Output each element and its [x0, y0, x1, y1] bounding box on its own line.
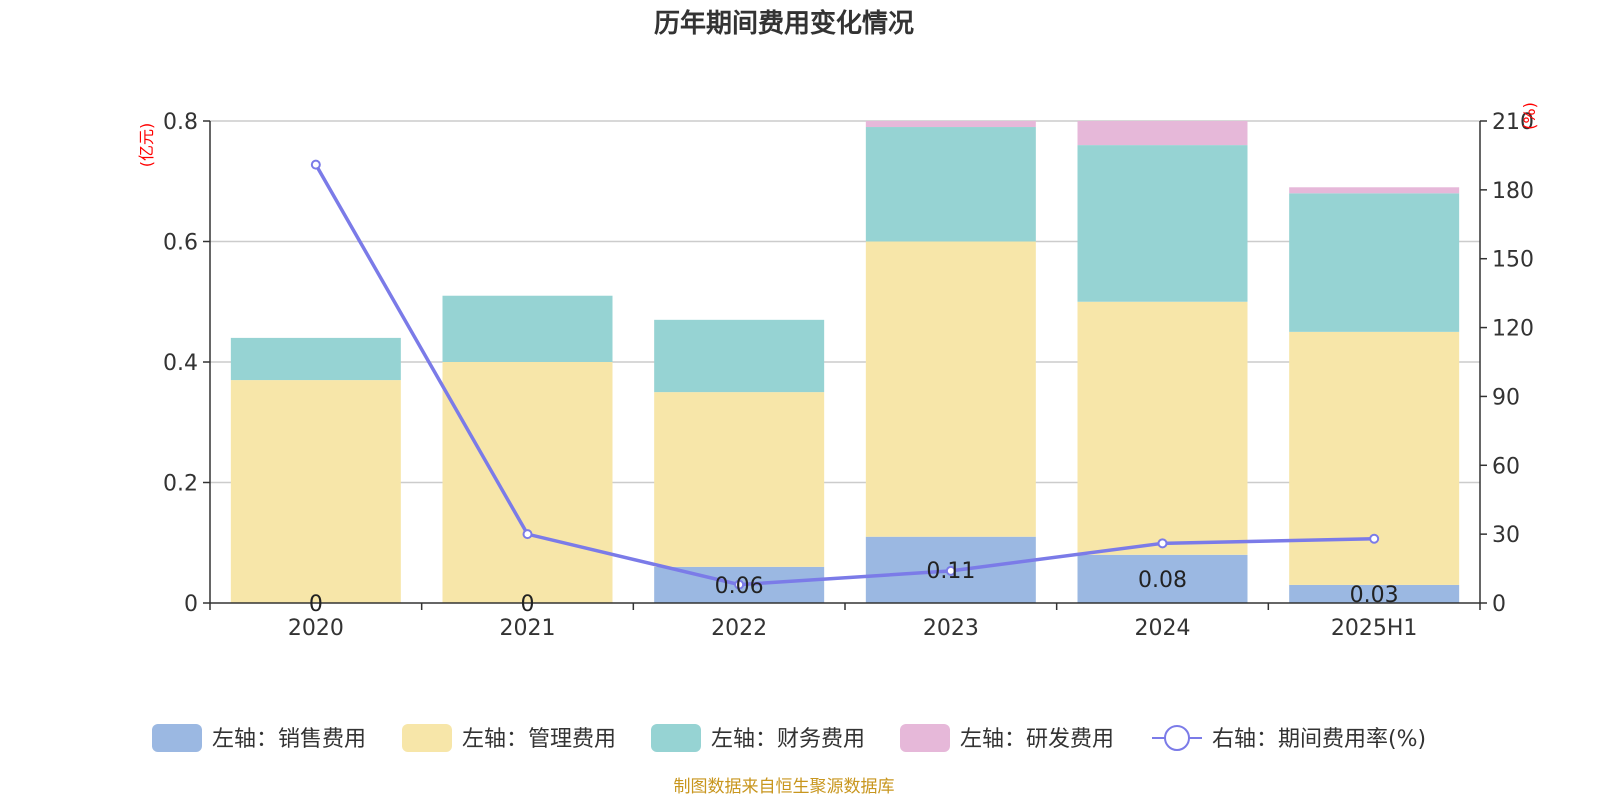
bar-data-label: 0 — [309, 592, 323, 617]
legend: 左轴：销售费用 左轴：管理费用 左轴：财务费用 左轴：研发费用 右轴：期间费用率(%) — [152, 724, 1426, 752]
category-label: 2024 — [1135, 616, 1191, 641]
rate-line-path — [314, 163, 1375, 587]
legend-item: 左轴：管理费用 — [402, 724, 616, 752]
category-label: 2025H1 — [1331, 616, 1418, 641]
legend-swatch — [900, 724, 950, 752]
right-tick-label: 30 — [1492, 523, 1520, 548]
right-tick-label: 180 — [1492, 179, 1534, 204]
legend-swatch — [402, 724, 452, 752]
category-label: 2021 — [500, 616, 556, 641]
bar-segment — [654, 319, 825, 393]
bar-segment — [230, 380, 401, 603]
category-label: 2022 — [711, 616, 767, 641]
bar-segment — [1077, 121, 1248, 146]
rate-point — [945, 565, 956, 576]
bars — [230, 121, 1460, 603]
data-labels: 0 0 0.06 0.11 0.08 0.03 — [309, 559, 1399, 617]
bar-segment — [1289, 584, 1460, 603]
right-tick-label: 150 — [1492, 248, 1534, 273]
legend-label: 左轴：财务费用 — [711, 727, 865, 752]
bar-segment — [1077, 145, 1248, 302]
legend-marker — [1164, 725, 1190, 751]
right-axis-unit: (%) — [1520, 102, 1539, 130]
bar-segment — [1289, 187, 1460, 194]
legend-swatch — [651, 724, 701, 752]
bar-segment — [442, 362, 613, 603]
category-label: 2023 — [923, 616, 979, 641]
bar-segment — [865, 127, 1036, 242]
rate-line — [310, 159, 1380, 590]
legend-label: 左轴：研发费用 — [960, 727, 1114, 752]
left-tick-label: 0.8 — [163, 110, 198, 135]
bar-data-label: 0 — [521, 592, 535, 617]
right-tick-label: 0 — [1492, 592, 1506, 617]
left-tick-label: 0.4 — [163, 351, 198, 376]
legend-label: 左轴：销售费用 — [212, 727, 366, 752]
legend-swatch — [152, 724, 202, 752]
left-tick-label: 0 — [184, 592, 198, 617]
bar-segment — [1289, 193, 1460, 332]
bar-segment — [442, 295, 613, 362]
grid — [210, 120, 1480, 484]
category-label: 2020 — [288, 616, 344, 641]
bar-segment — [1077, 554, 1248, 603]
bar-segment — [1077, 301, 1248, 555]
bar-segment — [865, 241, 1036, 537]
axes: 0 0.2 0.4 0.6 0.8 0 30 60 90 120 150 180 210 2020 2021… — [163, 110, 1534, 641]
bar-data-label: 0.08 — [1138, 568, 1187, 593]
rate-point — [522, 529, 533, 540]
bar-segment — [230, 337, 401, 381]
left-axis-unit: (亿元) — [137, 123, 156, 168]
rate-point — [310, 159, 321, 170]
left-tick-label: 0.6 — [163, 231, 198, 256]
legend-item: 左轴：财务费用 — [651, 724, 865, 752]
rate-point — [1157, 538, 1168, 549]
rate-point — [734, 579, 745, 590]
right-tick-label: 210 — [1492, 110, 1534, 135]
bar-segment — [654, 392, 825, 567]
source-note: 制图数据来自恒生聚源数据库 — [674, 777, 895, 797]
left-tick-label: 0.2 — [163, 472, 198, 497]
bar-segment — [1289, 331, 1460, 585]
legend-label: 右轴：期间费用率(%) — [1212, 727, 1426, 752]
right-tick-label: 90 — [1492, 385, 1520, 410]
right-tick-label: 120 — [1492, 317, 1534, 342]
legend-item: 左轴：销售费用 — [152, 724, 366, 752]
rate-point — [1369, 533, 1380, 544]
chart-title: 历年期间费用变化情况 — [654, 8, 914, 39]
bar-data-label: 0.03 — [1350, 583, 1399, 608]
legend-label: 左轴：管理费用 — [462, 727, 616, 752]
legend-item: 左轴：研发费用 — [900, 724, 1114, 752]
bar-data-label: 0.11 — [926, 559, 975, 584]
legend-item: 右轴：期间费用率(%) — [1152, 725, 1426, 752]
right-tick-label: 60 — [1492, 454, 1520, 479]
bar-data-label: 0.06 — [715, 574, 764, 599]
bar-segment — [865, 121, 1036, 128]
